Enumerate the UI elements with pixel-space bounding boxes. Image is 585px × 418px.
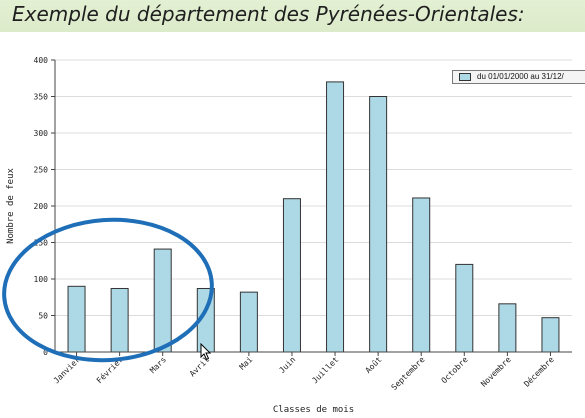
y-tick-label: 300: [34, 129, 49, 138]
bar-août: [369, 96, 388, 353]
x-tick-label: Juin: [277, 355, 297, 375]
chart-panel: 0 50 100 150 200 250 300 350 400 Janvier Février M…: [0, 32, 585, 418]
bar-mars: [153, 248, 172, 353]
y-tick-label: 0: [43, 348, 48, 357]
bar-juillet: [326, 81, 345, 353]
y-tick-label: 50: [38, 312, 48, 321]
mouse-cursor-icon: [200, 343, 212, 361]
bar-février: [110, 287, 129, 353]
chart-legend: du 01/01/2000 au 31/12/: [452, 70, 585, 84]
y-tick-labels: 0 50 100 150 200 250 300 350 400: [34, 56, 55, 357]
slide-heading-bar: Exemple du département des Pyrénées-Orie…: [0, 0, 585, 32]
x-tick-label: Mars: [148, 355, 168, 375]
legend-swatch: [459, 73, 471, 81]
highlight-ellipse: [2, 217, 214, 363]
x-tick-label: Décembre: [522, 354, 556, 388]
y-tick-label: 250: [34, 166, 49, 175]
bar-septembre: [412, 197, 431, 353]
bar-janvier: [67, 285, 86, 353]
x-tick-label: Septembre: [390, 355, 427, 392]
bar-novembre: [498, 303, 517, 353]
x-tick-label: Juillet: [310, 355, 340, 385]
y-tick-label: 150: [34, 239, 49, 248]
slide-heading: Exemple du département des Pyrénées-Orie…: [12, 2, 525, 26]
y-tick-label: 100: [34, 275, 49, 284]
bar-juin: [282, 198, 301, 353]
x-tick-label: Août: [364, 355, 384, 375]
x-axis-title: Classes de mois: [273, 405, 354, 415]
x-tick-label: Novembre: [479, 355, 513, 389]
y-tick-label: 200: [34, 202, 49, 211]
y-tick-label: 400: [34, 56, 49, 65]
y-axis-title: Nombre de feux: [6, 167, 16, 243]
bar-octobre: [455, 263, 474, 353]
bar-décembre: [541, 317, 560, 353]
y-tick-label: 350: [34, 93, 49, 102]
bar-mai: [239, 291, 258, 353]
bars: [67, 81, 560, 353]
grid-lines: [55, 59, 572, 316]
x-tick-label: Mai: [238, 355, 255, 372]
legend-label: du 01/01/2000 au 31/12/: [477, 72, 564, 81]
x-tick-label: Octobre: [439, 355, 469, 385]
